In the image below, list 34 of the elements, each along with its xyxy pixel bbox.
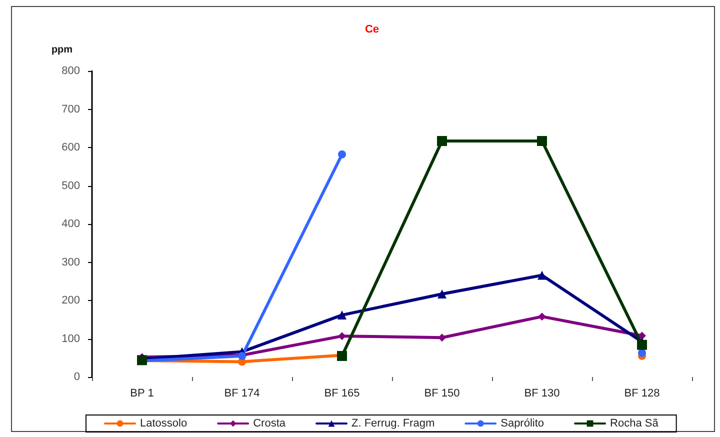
chart-title: Ce <box>364 24 380 36</box>
y-tick-label: 700 <box>62 103 80 116</box>
x-tick-label: BF 128 <box>624 388 660 400</box>
point <box>637 340 647 350</box>
legend-label: Latossolo <box>140 418 188 430</box>
point <box>437 136 447 146</box>
y-axis-title: ppm <box>51 44 73 56</box>
legend-label: Saprólito <box>500 418 544 430</box>
y-tick-label: 400 <box>62 218 80 230</box>
legend-label: Crosta <box>253 418 286 430</box>
x-tick-label: BF 165 <box>324 388 360 400</box>
x-tick-label: BF 150 <box>424 388 460 400</box>
legend-label: Rocha Sã <box>610 418 660 430</box>
y-tick-label: 500 <box>62 180 80 192</box>
point <box>538 312 546 321</box>
y-tick-label: 0 <box>74 371 80 383</box>
y-tick-label: 300 <box>62 256 80 268</box>
x-tick-label: BP 1 <box>130 388 154 400</box>
y-tick-label: 100 <box>62 332 80 345</box>
x-tick-label: BF 174 <box>224 388 260 400</box>
point <box>338 150 346 158</box>
legend-label: Z. Ferrug. Fragm <box>351 418 435 430</box>
x-tick-label: BF 130 <box>524 388 560 400</box>
point <box>338 310 346 320</box>
point <box>438 289 446 298</box>
point <box>638 332 646 340</box>
y-tick-label: 600 <box>62 142 80 154</box>
point <box>537 136 547 146</box>
y-tick-label: 800 <box>62 65 80 77</box>
point <box>438 334 446 342</box>
point <box>638 348 646 357</box>
point <box>338 332 346 340</box>
point <box>538 270 546 280</box>
y-tick-label: 200 <box>62 294 80 306</box>
